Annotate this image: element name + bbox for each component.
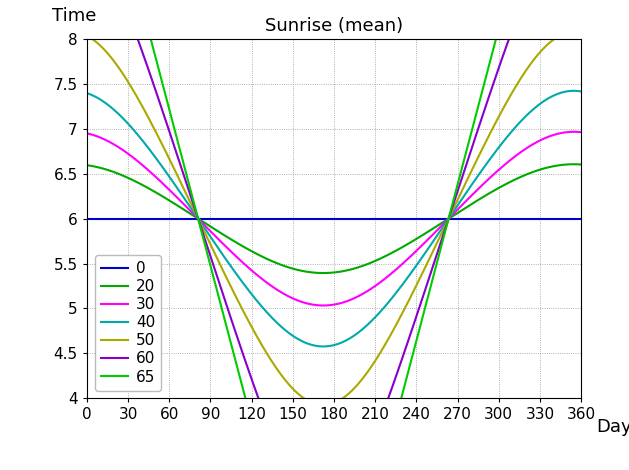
20 [320, 270, 327, 276]
65 [173, 135, 181, 141]
20 [173, 202, 181, 208]
40 [311, 343, 318, 348]
0 [418, 216, 426, 221]
50 [311, 401, 318, 407]
Line: 50: 50 [88, 32, 588, 405]
0 [460, 216, 468, 221]
40 [419, 254, 426, 259]
0 [584, 216, 592, 221]
65 [380, 462, 387, 468]
40 [213, 243, 221, 249]
60 [213, 273, 221, 278]
50 [213, 255, 221, 260]
Legend: 0, 20, 30, 40, 50, 60, 65: 0, 20, 30, 40, 50, 60, 65 [94, 255, 161, 391]
Line: 20: 20 [88, 164, 588, 273]
30 [584, 131, 592, 136]
20 [84, 163, 92, 168]
65 [213, 286, 221, 292]
20 [584, 162, 592, 168]
40 [84, 91, 92, 96]
30 [213, 235, 221, 240]
50 [584, 33, 592, 39]
60 [419, 294, 426, 300]
50 [173, 171, 181, 177]
30 [462, 199, 469, 204]
50 [570, 30, 577, 35]
30 [84, 131, 92, 136]
50 [380, 345, 387, 350]
0 [84, 216, 92, 221]
60 [380, 408, 387, 414]
Y-axis label: Time: Time [52, 7, 97, 24]
20 [570, 161, 577, 167]
Line: 65: 65 [88, 0, 588, 470]
20 [380, 254, 387, 260]
65 [462, 153, 469, 158]
50 [462, 181, 469, 187]
40 [462, 191, 469, 197]
30 [173, 194, 181, 200]
30 [570, 129, 577, 134]
40 [380, 305, 387, 311]
Line: 40: 40 [88, 91, 588, 346]
Line: 30: 30 [88, 132, 588, 306]
20 [419, 232, 426, 238]
65 [419, 313, 426, 319]
30 [320, 303, 327, 308]
50 [419, 270, 426, 275]
0 [173, 216, 181, 221]
0 [379, 216, 386, 221]
20 [311, 270, 318, 275]
X-axis label: Day: Day [596, 418, 629, 436]
30 [311, 302, 318, 308]
60 [173, 151, 181, 157]
40 [320, 344, 327, 349]
50 [84, 34, 92, 39]
0 [213, 216, 221, 221]
30 [419, 242, 426, 247]
40 [584, 90, 592, 96]
20 [213, 227, 221, 233]
40 [570, 88, 577, 94]
50 [320, 402, 327, 408]
0 [311, 216, 318, 221]
40 [173, 184, 181, 190]
20 [462, 205, 469, 211]
30 [380, 277, 387, 282]
Title: Sunrise (mean): Sunrise (mean) [265, 16, 403, 35]
Line: 60: 60 [88, 0, 588, 470]
60 [462, 165, 469, 171]
